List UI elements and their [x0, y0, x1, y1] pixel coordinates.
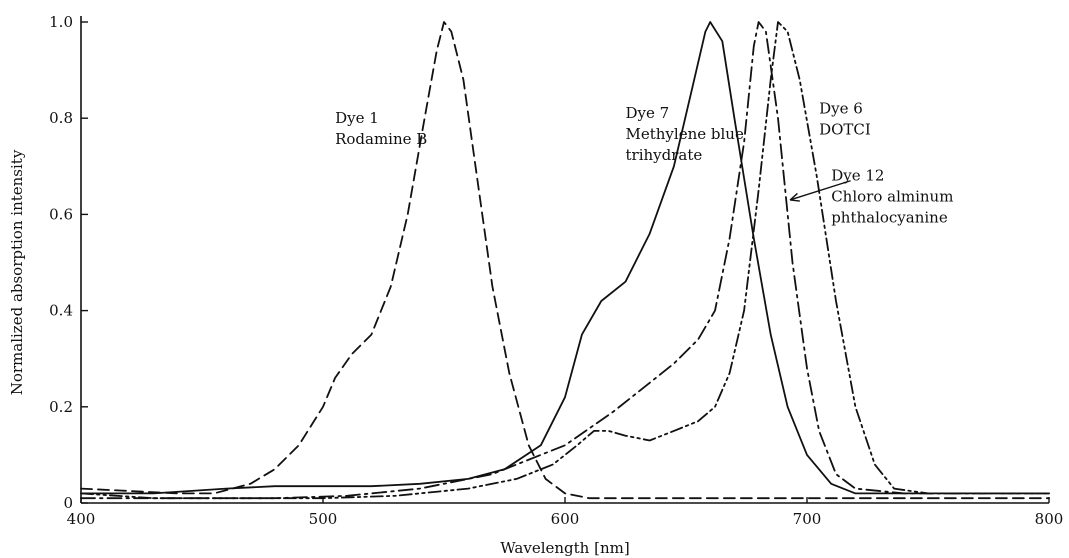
y-tick-label: 0.6 [49, 205, 73, 223]
annotation-arrow-head [789, 192, 800, 202]
annotation-3-line-1: Dye 6 [819, 99, 863, 117]
series-line-3 [80, 21, 1050, 500]
y-axis-label: Normalized absorption intensity [8, 149, 26, 395]
x-tick-label: 600 [551, 510, 580, 528]
series-layer [80, 21, 1050, 500]
y-tick-label: 1.0 [49, 13, 73, 31]
axes: 400 500 600 700 800 0 0.2 0.4 0.6 0.8 1.0 [49, 13, 1063, 528]
annotation-4-line-2: Chloro alminum [831, 188, 953, 206]
annotation-2-line-1: Dye 7 [626, 104, 670, 122]
x-axis-label: Wavelength [nm] [500, 539, 629, 557]
annotation-4-line-1: Dye 12 [831, 167, 884, 185]
x-tick-label: 400 [67, 510, 96, 528]
annotation-arrow-line [789, 180, 851, 201]
x-tick-label: 800 [1035, 510, 1064, 528]
annotation-3-line-2: DOTCI [819, 120, 871, 138]
series-line-4 [80, 21, 1050, 500]
y-tick-label: 0.4 [49, 302, 73, 320]
series-line-2 [80, 21, 1050, 495]
annotation-1-line-1: Dye 1 [335, 109, 379, 127]
y-tick-label: 0.8 [49, 109, 73, 127]
y-tick-label: 0 [63, 494, 73, 512]
annotation-2-line-3: trihydrate [626, 146, 703, 164]
y-tick-label: 0.2 [49, 398, 73, 416]
x-tick-label: 700 [793, 510, 822, 528]
annotation-2-line-2: Methylene blue [626, 125, 744, 143]
x-tick-label: 500 [309, 510, 338, 528]
series-line-1 [80, 21, 1050, 500]
annotation-4-line-3: phthalocyanine [831, 209, 948, 227]
annotation-layer: Dye 1 Rodamine B Dye 7 Methylene blue trihyd… [335, 99, 953, 226]
annotation-1-line-2: Rodamine B [335, 130, 427, 148]
